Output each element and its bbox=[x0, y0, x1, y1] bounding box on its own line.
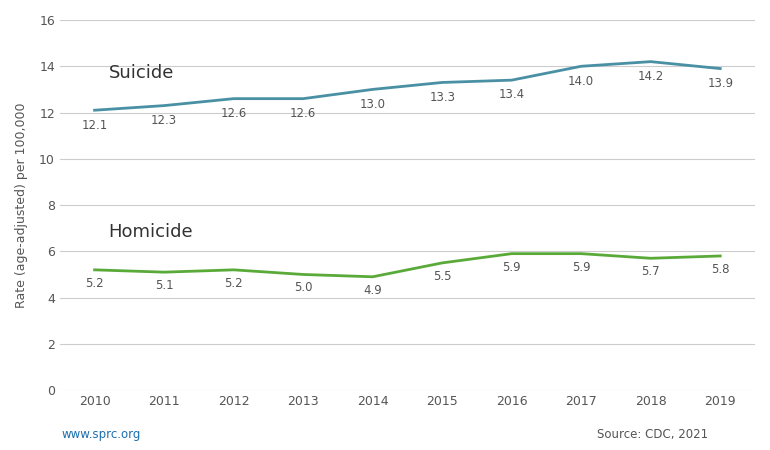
Text: www.sprc.org: www.sprc.org bbox=[62, 428, 141, 441]
Text: 12.6: 12.6 bbox=[220, 107, 246, 120]
Text: 5.5: 5.5 bbox=[433, 270, 451, 283]
Text: 5.8: 5.8 bbox=[711, 263, 729, 276]
Text: 5.2: 5.2 bbox=[85, 277, 104, 290]
Text: 13.4: 13.4 bbox=[499, 89, 525, 102]
Text: Homicide: Homicide bbox=[109, 224, 193, 242]
Text: 13.0: 13.0 bbox=[360, 98, 386, 111]
Text: 14.0: 14.0 bbox=[568, 75, 594, 88]
Text: Source: CDC, 2021: Source: CDC, 2021 bbox=[598, 428, 708, 441]
Text: 5.9: 5.9 bbox=[502, 261, 521, 274]
Text: 5.0: 5.0 bbox=[294, 281, 313, 294]
Text: 5.2: 5.2 bbox=[224, 277, 243, 290]
Text: 13.9: 13.9 bbox=[707, 77, 733, 90]
Text: 5.7: 5.7 bbox=[641, 265, 660, 278]
Text: 13.3: 13.3 bbox=[429, 91, 455, 104]
Text: 5.9: 5.9 bbox=[572, 261, 591, 274]
Text: 12.6: 12.6 bbox=[290, 107, 316, 120]
Text: 4.9: 4.9 bbox=[363, 284, 382, 297]
Text: 12.3: 12.3 bbox=[151, 114, 177, 127]
Y-axis label: Rate (age-adjusted) per 100,000: Rate (age-adjusted) per 100,000 bbox=[15, 102, 28, 308]
Text: 12.1: 12.1 bbox=[82, 118, 108, 131]
Text: 14.2: 14.2 bbox=[638, 70, 664, 83]
Text: 5.1: 5.1 bbox=[155, 279, 173, 292]
Text: Suicide: Suicide bbox=[109, 64, 174, 82]
